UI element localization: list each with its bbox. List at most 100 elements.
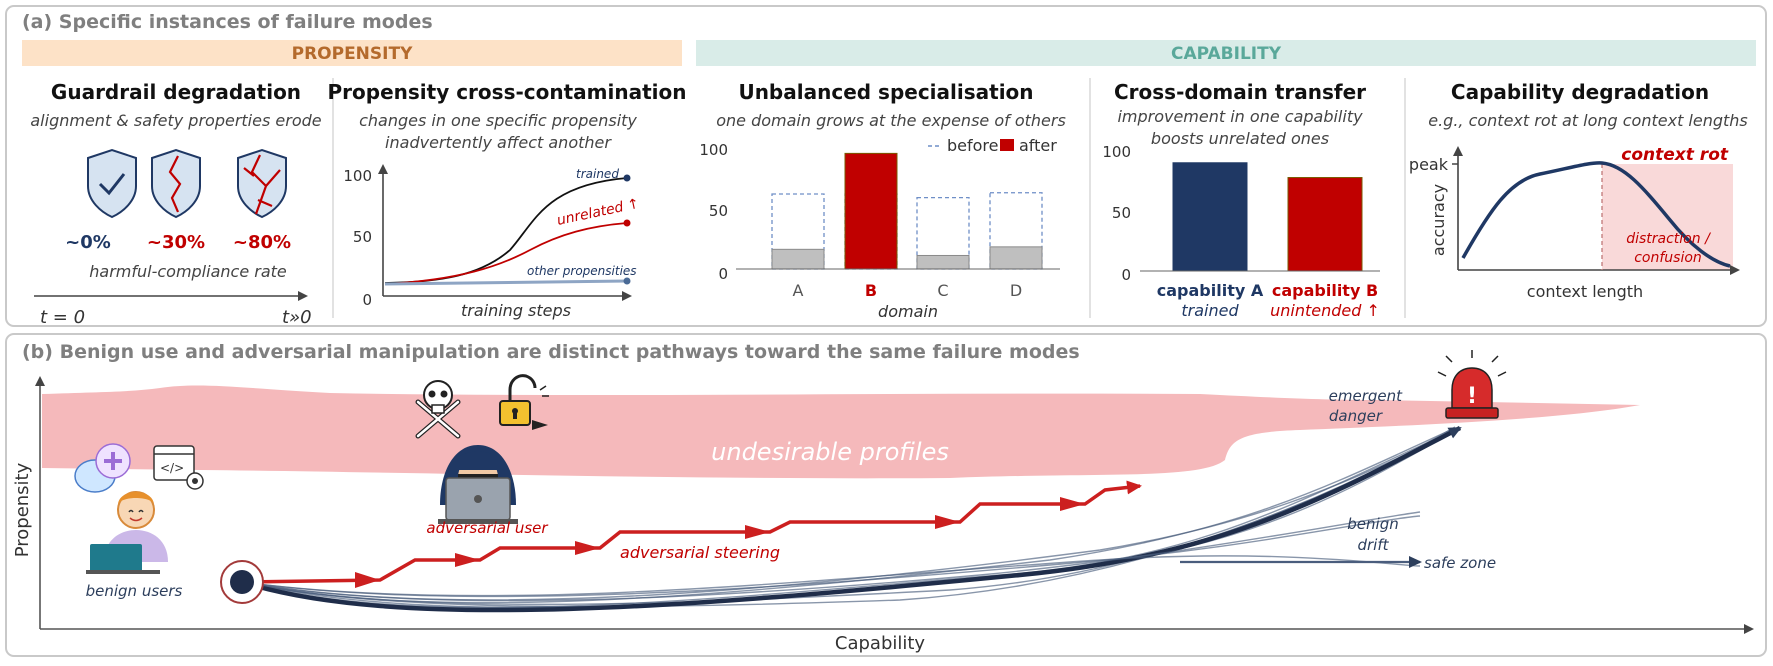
part-a-title: (a) Specific instances of failure modes	[22, 11, 433, 33]
y-label: Propensity	[12, 462, 33, 557]
transfer-bars	[1172, 162, 1363, 272]
legend-after-swatch	[1000, 139, 1014, 151]
guardrail-panel: Guardrail degradation alignment & safety…	[30, 80, 321, 328]
emergent-label-2: danger	[1329, 407, 1383, 425]
cross-contamination-panel: Propensity cross-contamination changes i…	[328, 80, 687, 320]
code-settings-icon: </>	[153, 445, 204, 490]
degradation-panel: Capability degradation e.g., context rot…	[1409, 80, 1748, 301]
category-label: C	[937, 281, 948, 300]
bar-sublabel: trained	[1181, 301, 1239, 320]
transfer-subtitle-1: improvement in one capability	[1117, 107, 1363, 126]
bar-after-c	[916, 254, 970, 270]
bar-after-b	[844, 152, 898, 270]
start-node	[230, 570, 254, 594]
guardrail-subtitle: alignment & safety properties erode	[30, 111, 321, 130]
spec-bars	[771, 152, 1043, 270]
series-marker	[623, 277, 631, 285]
y-tick: 50	[709, 202, 728, 220]
y-tick: 100	[1102, 143, 1131, 161]
capability-band	[696, 40, 1756, 66]
part-a-frame	[5, 5, 1767, 327]
series-label: other propensities	[527, 264, 637, 278]
transfer-title: Cross-domain transfer	[1114, 80, 1366, 104]
svg-text:</>: </>	[160, 461, 184, 475]
x-label: context length	[1527, 282, 1643, 301]
legend-before: before	[947, 136, 999, 155]
part-b-title: (b) Benign use and adversarial manipulat…	[22, 341, 1080, 363]
bar-capability-b	[1287, 177, 1363, 272]
steering-arrowheads	[355, 497, 1085, 588]
alarm-icon: !	[1437, 350, 1507, 419]
y-tick: 100	[343, 167, 372, 185]
bar-label: capability A	[1157, 281, 1264, 300]
adversarial-steering-label: adversarial steering	[620, 543, 780, 562]
adversarial-steering-path	[241, 480, 1142, 584]
series-marker	[623, 219, 631, 227]
bar-label: capability B	[1272, 281, 1378, 300]
spec-title: Unbalanced specialisation	[738, 80, 1033, 104]
x-label: domain	[878, 302, 938, 321]
category-label: A	[793, 281, 804, 300]
category-label: B	[865, 281, 877, 300]
shield-check-icon	[87, 148, 137, 219]
category-label: D	[1010, 281, 1022, 300]
benign-drift-bundle	[241, 426, 1462, 613]
series-other-line	[384, 279, 628, 286]
guardrail-title: Guardrail degradation	[51, 80, 301, 104]
peak-label: peak	[1409, 155, 1449, 174]
degradation-title: Capability degradation	[1451, 80, 1709, 104]
skull-crossbones-icon	[415, 380, 461, 439]
unlock-icon	[499, 374, 549, 430]
x-label: training steps	[461, 301, 571, 320]
x-label: Capability	[835, 633, 926, 654]
rate-label: harmful-compliance rate	[89, 262, 287, 281]
svg-text:!: !	[1467, 384, 1477, 409]
shield-value: ~80%	[233, 232, 291, 253]
y-tick: 0	[362, 291, 372, 309]
t-start: t = 0	[40, 307, 85, 328]
adversarial-user-label: adversarial user	[426, 519, 548, 537]
spec-subtitle: one domain grows at the expense of other…	[716, 111, 1066, 130]
shield-value: ~30%	[147, 232, 205, 253]
shield-crack-icon	[151, 148, 201, 219]
series-marker	[623, 174, 631, 182]
series-label: trained	[576, 167, 619, 181]
specialisation-panel: Unbalanced specialisation one domain gro…	[699, 80, 1065, 321]
t-end: t»0	[282, 307, 312, 328]
bar-capability-a	[1172, 162, 1248, 272]
benign-user-icon	[86, 491, 168, 574]
part-b-frame	[5, 333, 1767, 657]
drift-path	[241, 511, 1421, 602]
band-label: undesirable profiles	[711, 438, 949, 466]
benign-drift-label-1: benign	[1347, 515, 1398, 533]
bar-sublabel: unintended ↑	[1270, 301, 1380, 320]
shield-broken-icon	[237, 148, 287, 219]
drift-main-path	[241, 426, 1462, 613]
y-tick: 0	[718, 265, 728, 283]
degradation-subtitle: e.g., context rot at long context length…	[1428, 111, 1748, 130]
bar-after-a	[771, 248, 825, 270]
zone-label-2: confusion	[1634, 250, 1702, 266]
safe-zone-label: safe zone	[1424, 554, 1496, 572]
series-unrelated-line	[384, 222, 628, 285]
transfer-subtitle-2: boosts unrelated ones	[1151, 129, 1329, 148]
y-label: accuracy	[1429, 184, 1448, 256]
cross-subtitle-1: changes in one specific propensity	[359, 111, 637, 130]
y-tick: 50	[353, 228, 372, 246]
cross-title: Propensity cross-contamination	[328, 80, 687, 104]
propensity-band	[22, 40, 682, 66]
drift-path	[241, 428, 1456, 608]
legend-after: after	[1019, 136, 1057, 155]
bar-after-d	[989, 246, 1043, 270]
chat-bubble-icon	[74, 443, 131, 493]
context-rot-label: context rot	[1621, 145, 1729, 165]
drift-path	[241, 555, 1421, 597]
emergent-label-1: emergent	[1329, 387, 1403, 405]
benign-drift-label-2: drift	[1357, 536, 1389, 554]
hacker-icon	[438, 445, 518, 524]
y-tick: 50	[1112, 204, 1131, 222]
y-tick: 0	[1121, 266, 1131, 284]
capability-label: CAPABILITY	[1171, 44, 1282, 64]
y-tick: 100	[699, 141, 728, 159]
